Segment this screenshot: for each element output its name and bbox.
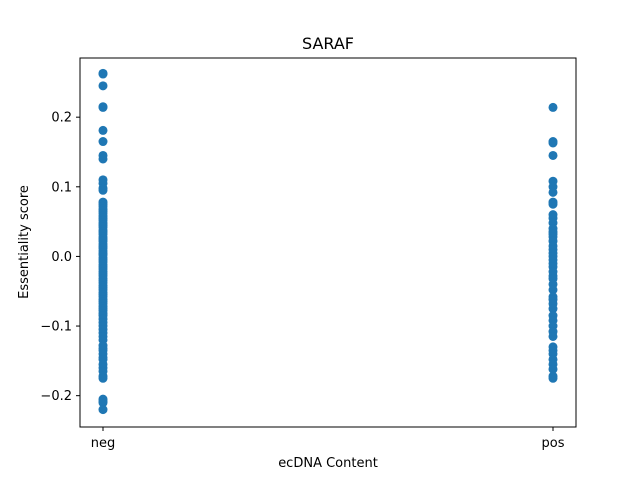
data-point-pos xyxy=(548,364,558,374)
data-point-neg xyxy=(98,154,108,164)
data-point-pos xyxy=(548,187,558,197)
data-point-neg xyxy=(98,405,108,415)
data-point-neg xyxy=(98,398,108,408)
y-tick-label: 0.0 xyxy=(51,250,72,265)
data-point-pos xyxy=(548,373,558,383)
data-point-neg xyxy=(98,69,108,79)
data-point-pos xyxy=(548,150,558,160)
data-point-pos xyxy=(548,102,558,112)
data-point-pos xyxy=(548,304,558,314)
data-point-pos xyxy=(548,285,558,295)
y-axis: −0.2 −0.1 0.0 0.1 0.2 xyxy=(40,111,80,404)
data-point-neg xyxy=(98,102,108,112)
x-tick-label-neg: neg xyxy=(91,436,116,451)
data-point-pos xyxy=(548,331,558,341)
x-axis-label: ecDNA Content xyxy=(278,456,378,471)
data-point-neg xyxy=(98,185,108,195)
y-tick-label: −0.2 xyxy=(40,389,72,404)
data-point-pos xyxy=(548,138,558,148)
y-axis-label: Essentiality score xyxy=(17,185,32,299)
chart-title: SARAF xyxy=(302,34,354,53)
plot-frame xyxy=(79,57,577,428)
data-point-pos xyxy=(548,199,558,209)
x-tick-label-pos: pos xyxy=(542,436,565,451)
x-axis: neg pos xyxy=(91,427,565,451)
data-point-neg xyxy=(98,373,108,383)
data-point-neg xyxy=(98,125,108,135)
data-point-neg xyxy=(98,81,108,91)
y-tick-label: 0.1 xyxy=(51,180,72,195)
data-points xyxy=(98,68,558,415)
y-tick-label: 0.2 xyxy=(51,111,72,126)
y-tick-label: −0.1 xyxy=(40,320,72,335)
data-point-neg xyxy=(98,137,108,147)
